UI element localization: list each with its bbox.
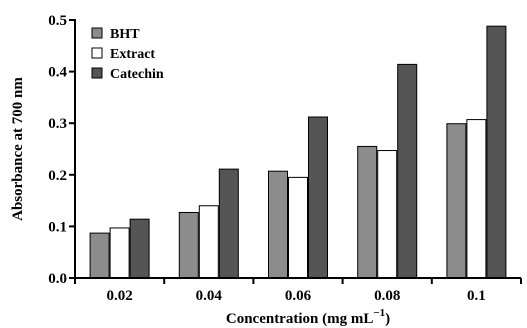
x-tick-label: 0.02: [106, 288, 132, 304]
bar-bht-0.08: [357, 145, 378, 279]
y-tick-label: 0.1: [48, 219, 67, 235]
legend-label-bht: BHT: [110, 27, 140, 42]
x-ticks-group: 0.02 0.04 0.06 0.08 0.1: [74, 278, 522, 304]
bar-extract-0.08: [377, 150, 398, 279]
legend-label-extract: Extract: [110, 47, 155, 62]
bar-bht-0.06: [268, 170, 288, 279]
legend-label-catechin: Catechin: [110, 67, 164, 82]
x-axis-title-close: ): [385, 311, 390, 327]
y-axis-title: Absorbance at 700 nm: [10, 77, 26, 221]
legend: BHT Extract Catechin: [91, 27, 164, 82]
x-tick-label: 0.04: [196, 288, 223, 304]
x-axis-title-superscript: −1: [373, 307, 385, 319]
legend-swatch-catechin: [91, 67, 103, 79]
bar-extract-0.06: [288, 176, 308, 279]
legend-swatch-extract: [91, 47, 103, 59]
y-tick-label: 0.3: [48, 116, 67, 132]
bar-extract-0.02: [109, 227, 130, 279]
bar-catechin-0.1: [486, 25, 507, 279]
y-tick-label: 0.5: [48, 13, 67, 29]
y-tick-label: 0.4: [48, 65, 67, 81]
bars-group: [89, 25, 507, 279]
bar-catechin-0.08: [397, 63, 418, 279]
x-axis-title: Concentration (mg mL−1): [226, 307, 390, 327]
bar-bht-0.04: [178, 211, 199, 279]
bar-catechin-0.04: [218, 168, 239, 279]
x-axis-title-main: Concentration (mg mL: [226, 311, 373, 327]
legend-swatch-bht: [91, 27, 103, 39]
bar-extract-0.1: [466, 119, 487, 279]
x-tick-label: 0.08: [374, 288, 400, 304]
y-ticks-group: 0.0 0.1 0.2 0.3 0.4 0.5: [48, 13, 75, 287]
x-tick-label: 0.1: [467, 288, 486, 304]
bar-catechin-0.02: [129, 218, 150, 279]
bar-catechin-0.06: [308, 116, 328, 279]
y-tick-label: 0.0: [48, 271, 67, 287]
y-tick-label: 0.2: [48, 168, 67, 184]
bar-bht-0.1: [446, 123, 467, 279]
bar-bht-0.02: [89, 232, 110, 279]
x-tick-label: 0.06: [285, 288, 312, 304]
bar-extract-0.04: [198, 205, 219, 279]
